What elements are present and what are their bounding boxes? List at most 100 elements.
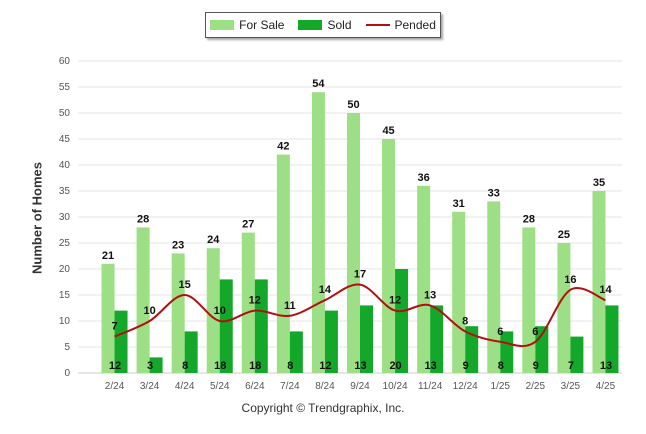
bar-sold [254, 279, 268, 373]
x-tick-label: 10/24 [383, 381, 408, 392]
data-label-for-sale: 54 [312, 78, 325, 90]
legend-item-sold[interactable]: Sold [298, 18, 352, 32]
data-label-sold: 12 [109, 360, 121, 372]
bar-for-sale [417, 185, 431, 373]
data-label-for-sale: 42 [277, 141, 289, 153]
data-label-sold: 13 [354, 360, 366, 372]
data-label-sold: 8 [498, 360, 504, 372]
data-label-pended: 6 [497, 326, 503, 338]
bar-sold [360, 305, 373, 373]
x-tick-label: 11/24 [418, 381, 443, 392]
legend-item-for-sale[interactable]: For Sale [210, 18, 284, 32]
data-label-pended: 13 [424, 289, 436, 301]
pended-line-path [114, 283, 606, 348]
pended-line [114, 283, 606, 348]
x-tick-label: 2/24 [105, 381, 125, 392]
bar-sold [395, 269, 409, 373]
bar-for-sale [276, 154, 290, 373]
data-label-sold: 8 [182, 360, 188, 372]
data-label-sold: 13 [425, 360, 437, 372]
copyright-text: Copyright © Trendgraphix, Inc. [241, 401, 405, 415]
data-label-pended: 14 [599, 284, 612, 296]
y-tick-label: 15 [59, 290, 71, 301]
data-label-pended: 10 [214, 305, 226, 317]
data-label-for-sale: 24 [207, 234, 220, 246]
bar-for-sale [592, 191, 606, 373]
bar-sold [184, 331, 198, 373]
bar-sold [219, 279, 233, 373]
bar-for-sale [382, 139, 396, 373]
bar-for-sale [487, 201, 501, 373]
data-label-sold: 9 [463, 360, 469, 372]
bar-for-sale [522, 227, 536, 373]
data-label-pended: 17 [354, 269, 366, 281]
bar-for-sale [452, 211, 466, 373]
bar-sold [570, 336, 584, 373]
data-label-pended: 11 [284, 300, 296, 312]
bar-for-sale [241, 232, 255, 373]
data-label-pended: 10 [143, 305, 155, 317]
bar-for-sale [171, 253, 185, 373]
x-tick-label: 9/24 [350, 381, 370, 392]
data-label-pended: 14 [319, 284, 332, 296]
y-tick-label: 60 [59, 56, 71, 67]
y-tick-label: 30 [59, 212, 71, 223]
data-label-for-sale: 28 [137, 213, 149, 225]
pended-swatch [365, 24, 390, 26]
x-tick-label: 1/25 [491, 381, 511, 392]
data-label-sold: 18 [214, 360, 226, 372]
x-tick-label: 8/24 [315, 381, 335, 392]
y-tick-label: 50 [59, 108, 71, 119]
y-tick-label: 0 [64, 368, 70, 379]
bar-sold [149, 357, 163, 373]
y-tick-label: 40 [59, 160, 71, 171]
x-tick-label: 6/24 [245, 381, 265, 392]
data-labels: 21 12 28 3 23 8 24 18 27 18 42 8 54 12 50 13 45 20 36 13 31 9… [102, 78, 613, 372]
bar-sold [289, 331, 303, 373]
data-label-pended: 12 [249, 295, 261, 307]
legend-label-sold: Sold [327, 18, 352, 32]
bar-sold [465, 326, 479, 373]
bar-sold [430, 305, 444, 373]
data-label-pended: 12 [389, 295, 401, 307]
bar-sold [114, 310, 128, 373]
data-label-for-sale: 36 [418, 172, 430, 184]
y-tick-label: 25 [59, 238, 71, 249]
y-tick-labels: 0 5 10 15 20 25 30 35 40 45 50 55 60 [59, 56, 71, 379]
y-tick-label: 5 [64, 342, 70, 353]
legend: For Sale Sold Pended [205, 12, 441, 38]
data-label-pended: 7 [111, 321, 117, 333]
y-tick-label: 20 [59, 264, 71, 275]
data-label-for-sale: 45 [382, 125, 394, 137]
legend-label-for-sale: For Sale [239, 18, 285, 32]
data-label-sold: 18 [249, 360, 261, 372]
bar-for-sale [206, 248, 220, 373]
x-tick-label: 4/24 [175, 381, 195, 392]
data-label-for-sale: 31 [453, 198, 465, 210]
y-axis-label: Number of Homes [29, 162, 45, 274]
data-label-pended: 15 [179, 279, 191, 291]
x-tick-label: 3/25 [561, 381, 581, 392]
data-label-for-sale: 33 [488, 187, 500, 199]
legend-item-pended[interactable]: Pended [365, 18, 436, 32]
x-tick-label: 12/24 [453, 381, 478, 392]
data-label-for-sale: 21 [102, 250, 114, 262]
data-label-sold: 20 [389, 360, 401, 372]
data-label-for-sale: 23 [172, 239, 184, 251]
y-tick-label: 35 [59, 186, 71, 197]
data-label-sold: 3 [147, 360, 153, 372]
y-tick-label: 45 [59, 134, 71, 145]
bar-sold [605, 305, 619, 373]
x-tick-label: 3/24 [140, 381, 160, 392]
x-tick-label: 2/25 [526, 381, 546, 392]
data-label-sold: 13 [600, 360, 612, 372]
data-label-sold: 12 [319, 360, 331, 372]
sold-swatch [298, 20, 323, 30]
data-label-sold: 7 [568, 360, 574, 372]
bar-for-sale [557, 243, 571, 373]
bar-for-sale [311, 92, 325, 373]
data-label-sold: 8 [287, 360, 293, 372]
for-sale-swatch [210, 20, 235, 30]
x-tick-label: 4/25 [596, 381, 616, 392]
